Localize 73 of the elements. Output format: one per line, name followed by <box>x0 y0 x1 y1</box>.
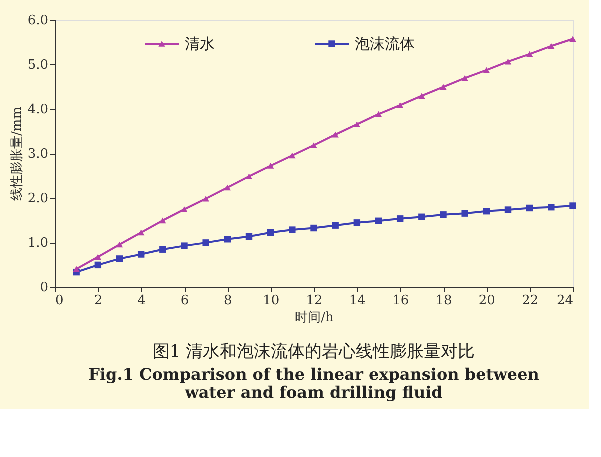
x-tick-label: 10 <box>263 294 280 308</box>
point <box>332 132 339 138</box>
point <box>246 174 253 180</box>
point <box>73 266 80 272</box>
x-tick-label: 20 <box>478 294 496 308</box>
point <box>354 220 361 226</box>
point <box>548 43 555 50</box>
point <box>526 51 534 58</box>
point <box>483 208 490 215</box>
point <box>418 214 426 220</box>
point <box>375 111 382 118</box>
y-tick-label: 3.0 <box>28 147 48 162</box>
point <box>138 230 145 236</box>
point <box>440 212 447 218</box>
point <box>375 218 382 224</box>
point <box>418 93 426 99</box>
x-tick-label: 18 <box>436 294 452 308</box>
y-axis-title: 线性膨胀量/mm <box>10 106 25 202</box>
point <box>310 142 318 148</box>
point <box>160 246 166 253</box>
point <box>138 251 145 258</box>
point <box>483 67 490 74</box>
point <box>181 242 188 250</box>
point <box>116 256 124 262</box>
y-tick-label: 6.0 <box>28 14 48 28</box>
point <box>181 206 188 212</box>
x-tick-label: 0 <box>56 294 64 308</box>
point <box>246 233 253 240</box>
legend-label: 清水 <box>185 35 215 53</box>
x-tick-label: 8 <box>224 294 232 308</box>
legend-label: 泡沫流体 <box>355 35 415 53</box>
point <box>289 152 296 159</box>
y-tick-label: 0 <box>40 280 48 296</box>
x-tick-label: 22 <box>522 294 539 308</box>
point <box>462 75 468 82</box>
point <box>202 196 210 202</box>
point <box>504 58 512 65</box>
point <box>267 163 274 169</box>
point <box>94 254 102 260</box>
x-tick-label: 4 <box>138 294 146 308</box>
point <box>160 218 166 224</box>
point <box>570 202 576 210</box>
point <box>116 242 124 248</box>
point <box>462 210 468 217</box>
y-tick-label: 5.0 <box>28 58 48 73</box>
point <box>332 222 339 229</box>
point <box>396 216 404 222</box>
x-tick-label: 16 <box>392 294 410 308</box>
x-tick-label: 6 <box>180 294 190 308</box>
y-tick-label: 4.0 <box>28 102 48 118</box>
x-tick-label: 2 <box>94 294 103 308</box>
point <box>354 122 361 128</box>
caption: 图1 清水和泡沫流体的岩心线性膨胀量对比 <box>152 342 476 362</box>
point <box>224 236 232 243</box>
caption: Fig.1 Comparison of the linear expansion between water and foam drilling fluid <box>88 365 540 402</box>
x-axis-title: 时间/h <box>295 310 334 326</box>
x-tick-label: 12 <box>306 294 323 308</box>
point <box>310 224 318 232</box>
point <box>224 184 232 191</box>
x-tick-label: 14 <box>349 294 366 308</box>
point <box>202 240 210 246</box>
point <box>548 204 555 211</box>
y-tick-label: 2.0 <box>28 192 48 206</box>
point <box>570 36 576 42</box>
point <box>267 229 274 236</box>
point <box>289 226 296 234</box>
point <box>504 206 512 214</box>
point <box>526 204 534 212</box>
x-tick-label: 24 <box>556 294 574 308</box>
point <box>396 102 404 108</box>
point <box>440 84 447 90</box>
y-tick-label: 1.0 <box>28 236 48 251</box>
point <box>94 262 102 269</box>
